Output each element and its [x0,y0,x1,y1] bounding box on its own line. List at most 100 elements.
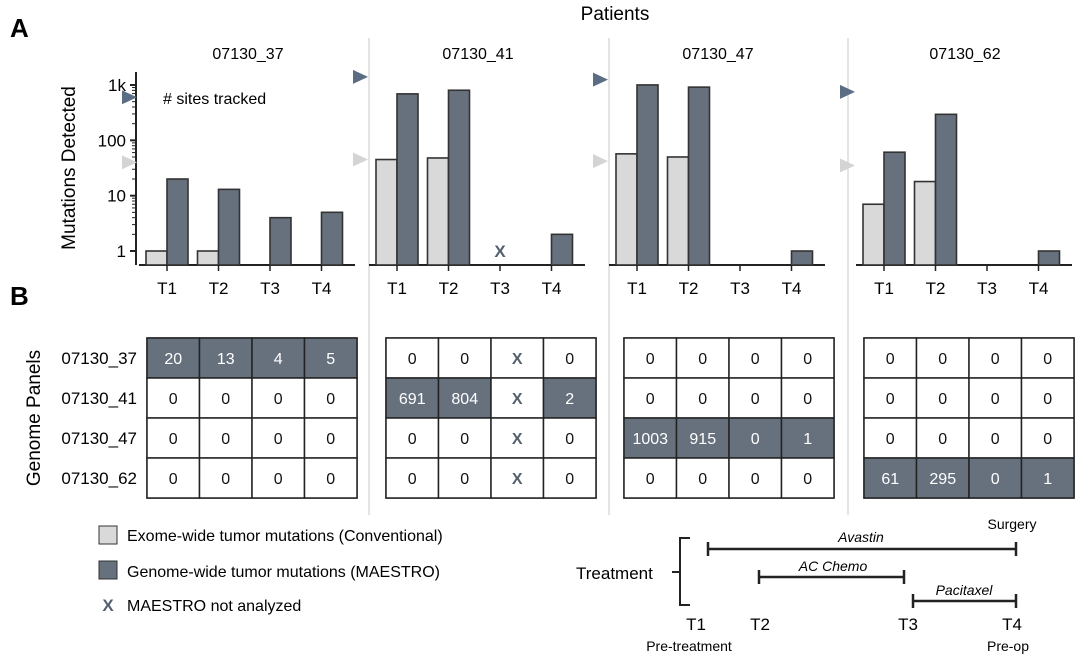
panel-cell [490,337,545,379]
panel-cell [1020,337,1075,379]
panel-cell [303,337,358,379]
panel-cell [675,377,730,419]
sites-tracked-marker-maestro [122,90,137,105]
bar-conventional [615,153,638,266]
panel-cell-value: 0 [408,471,417,488]
bar-maestro [166,178,189,266]
panel-cell-value: 0 [408,351,417,368]
panel-cell-value: 0 [460,431,469,448]
panel-cell [385,337,440,379]
panel-row-label: 07130_41 [61,389,137,408]
panel-cell-value: 0 [803,471,812,488]
y-tick-label: 1 [117,242,126,261]
panel-cell-value: 0 [565,471,574,488]
genome-panels-label: Genome Panels [24,350,45,486]
panel-cell [542,377,597,419]
panel-a-label: A [10,13,29,43]
panel-cell-value: 0 [221,471,230,488]
panel-cell-value: 0 [991,431,1000,448]
panel-cell [623,457,678,499]
panel-cell [780,337,835,379]
legend: Exome-wide tumor mutations (Conventional… [98,525,443,615]
bar-maestro [687,86,711,266]
panel-cell-value: 0 [460,471,469,488]
panel-cell-value: 0 [886,351,895,368]
panel-cell-value: 0 [886,391,895,408]
surgery-label: Surgery [987,516,1036,532]
legend-x-mark: X [102,596,114,615]
panel-cell [303,457,358,499]
panel-cell [968,457,1023,499]
x-tick-label: T3 [730,279,750,298]
panel-cell-value: 0 [991,471,1000,488]
panel-cell-value: 0 [646,471,655,488]
legend-label-conventional: Exome-wide tumor mutations (Conventional… [127,528,443,545]
panel-cell-value: 5 [326,351,335,368]
bar-conventional [426,157,450,266]
bar-conventional [145,250,168,266]
bar-maestro [320,211,344,266]
panel-cell [1020,417,1075,459]
panel-cell-value: 0 [646,351,655,368]
x-tick-label: T1 [627,279,647,298]
drug-label-ac-chemo: AC Chemo [798,558,868,574]
panel-cell [146,337,201,379]
panel-b-label: B [10,281,29,311]
x-tick-label: T1 [387,279,407,298]
panel-cell [385,457,440,499]
panel-cell-value: 0 [1043,431,1052,448]
patient-title: 07130_37 [212,46,283,63]
panel-cell [251,457,306,499]
sites-tracked-marker-conventional [593,154,608,169]
bar-maestro [934,113,958,266]
sites-tracked-marker-maestro [840,84,855,99]
x-tick-label: T2 [926,279,946,298]
panel-cell-value: 2 [565,391,574,408]
panel-cell-value: 691 [399,391,426,408]
panel-cell-value: 0 [565,351,574,368]
panel-cell [915,457,970,499]
panel-cell-value: 20 [164,351,182,368]
not-analyzed-mark: X [512,471,523,488]
panel-row-label: 07130_37 [61,349,137,368]
treatment-label: Treatment [576,564,653,583]
panel-cell [780,377,835,419]
panel-cell-value: 0 [938,391,947,408]
panel-row-label: 07130_47 [61,429,137,448]
panel-cell [623,417,678,459]
drug-bar-avastin [706,542,1018,556]
sites-tracked-marker-conventional [353,152,368,167]
timeline-t4: T4 [1002,615,1022,634]
panel-cell [198,457,253,499]
panel-cell [385,377,440,419]
x-tick-label: T3 [490,279,510,298]
panel-cell-value: 0 [751,431,760,448]
not-analyzed-mark: X [512,391,523,408]
patients-title: Patients [581,4,650,25]
panel-row-label: 07130_62 [61,469,137,488]
panel-cell-value: 0 [938,431,947,448]
panel-cell-value: 0 [646,391,655,408]
panel-cell-value: 0 [169,431,178,448]
sites-tracked-label: # sites tracked [163,91,266,108]
treatment-bracket [672,537,690,606]
panel-cell-value: 0 [274,431,283,448]
panel-cell-value: 1003 [632,431,668,448]
x-tick-label: T4 [782,279,802,298]
legend-swatch-maestro [98,560,118,580]
panel-cell [780,457,835,499]
panel-cell-value: 0 [1043,391,1052,408]
panel-cell [437,457,492,499]
panel-cell [915,417,970,459]
bar-maestro [550,233,574,266]
timeline-t2: T2 [750,615,770,634]
panel-cell-value: 0 [991,391,1000,408]
panel-cell [728,457,783,499]
bar-maestro [636,84,659,266]
panel-cell-value: 0 [991,351,1000,368]
x-tick-label: T3 [260,279,280,298]
panel-cell-value: 0 [221,391,230,408]
